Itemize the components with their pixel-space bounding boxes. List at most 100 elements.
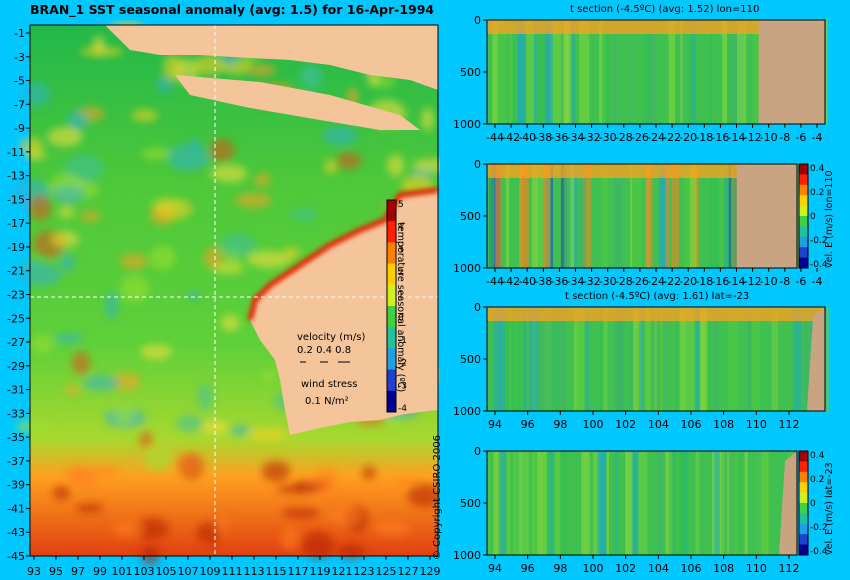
- map-title: BRAN_1 SST seasonal anomaly (avg: 1.5) f…: [30, 2, 435, 17]
- colorbar-tick: 3: [398, 245, 404, 255]
- section-band: [671, 164, 680, 268]
- map-lon-axis: 93 95 97 99 101 103 105 107 109 111 113 115 117 119 12…: [27, 556, 440, 578]
- anomaly-blob: [28, 195, 52, 221]
- section-band: [714, 451, 725, 555]
- anomaly-blob: [140, 147, 172, 161]
- temperature-section-lat-23: 0 500 1000 94 96 98 100 102 104 106 108 110 112: [453, 301, 830, 431]
- section-band: [487, 451, 491, 555]
- anomaly-blob: [30, 334, 55, 354]
- anomaly-blob: [174, 453, 204, 474]
- section-band: [679, 451, 689, 555]
- lon-tick-label: 127: [398, 565, 419, 578]
- colorbar-tick: 1: [398, 291, 404, 301]
- x-tick-label: -4: [812, 275, 823, 288]
- colorbar-segment: [799, 523, 808, 535]
- anomaly-blob: [134, 517, 169, 540]
- section-band: [709, 164, 719, 268]
- lon-tick-label: 95: [49, 565, 63, 578]
- section-band: [538, 20, 545, 124]
- anomaly-blob: [387, 154, 405, 177]
- colorbar-segment: [799, 482, 808, 494]
- section-band: [568, 20, 575, 124]
- anomaly-blob: [282, 507, 320, 519]
- anomaly-blob: [52, 485, 71, 500]
- section-band: [803, 307, 810, 411]
- section-band: [644, 20, 650, 124]
- section-band: [560, 20, 564, 124]
- x-tick-label: -40: [518, 275, 536, 288]
- anomaly-blob: [407, 483, 440, 508]
- x-tick-label: -16: [711, 275, 729, 288]
- lon-tick-label: 115: [266, 565, 287, 578]
- section-band: [689, 164, 697, 268]
- colorbar-segment: [799, 216, 808, 227]
- section-band: [614, 307, 621, 411]
- anomaly-blob: [194, 54, 225, 76]
- x-tick-label: -20: [679, 131, 697, 144]
- x-tick-label: -28: [615, 275, 633, 288]
- colorbar-segment: [387, 221, 396, 243]
- land-asia: [105, 25, 438, 90]
- colorbar-segment: [799, 461, 808, 473]
- lat-tick-label: -37: [7, 455, 25, 468]
- anomaly-blob: [18, 263, 62, 287]
- x-tick-label: -44: [486, 275, 504, 288]
- anomaly-blob: [53, 184, 86, 204]
- depth-tick-label: 1000: [453, 405, 481, 418]
- section-colorbar-label: vel. E (m/s) lon=110: [824, 170, 835, 268]
- anomaly-blob: [305, 476, 337, 500]
- anomaly-blob: [187, 291, 201, 301]
- section-band: [638, 451, 648, 555]
- section-band: [534, 164, 544, 268]
- section-band: [599, 307, 603, 411]
- section-band: [555, 451, 561, 555]
- colorbar-segment: [799, 236, 808, 248]
- section-band: [675, 307, 684, 411]
- section-band: [658, 164, 669, 268]
- x-tick-label: 112: [779, 562, 800, 575]
- section-band: [603, 307, 608, 411]
- anomaly-blob: [209, 138, 235, 162]
- section-band: [541, 307, 552, 411]
- wind-stress-label: wind stress: [301, 379, 357, 390]
- anomaly-blob: [283, 247, 301, 259]
- section-band: [756, 451, 766, 555]
- lat-tick-label: -1: [14, 27, 25, 40]
- section-band: [647, 164, 653, 268]
- surface-layer: [487, 164, 797, 178]
- colorbar-tick: -1: [398, 336, 407, 346]
- anomaly-blob: [21, 82, 51, 106]
- section-band: [521, 164, 527, 268]
- section-band: [520, 451, 530, 555]
- section-band: [630, 451, 639, 555]
- section-band: [632, 307, 642, 411]
- anomaly-blob: [51, 231, 79, 248]
- x-tick-label: 102: [615, 418, 636, 431]
- section-band: [709, 20, 713, 124]
- anomaly-blob: [276, 484, 320, 494]
- anomaly-blob: [219, 232, 257, 257]
- map-colorbar: 5 4 3 2 1 0 -1 -2 -3 -4: [386, 199, 407, 414]
- lat-tick-label: -11: [7, 146, 25, 159]
- x-tick-label: 110: [746, 562, 767, 575]
- section-band: [487, 164, 494, 268]
- x-tick-label: 108: [713, 418, 734, 431]
- velocity-values: 0.2 0.4 0.8: [297, 345, 351, 356]
- depth-tick-label: 500: [460, 353, 481, 366]
- section-band: [581, 451, 590, 555]
- x-tick-label: -42: [502, 131, 520, 144]
- section-band: [529, 307, 539, 411]
- anomaly-blob: [67, 110, 89, 131]
- temperature-section-lon-110: 05001000-44-42-40-38-36-34-32-30-28-26-2…: [453, 14, 828, 144]
- lat-tick-label: -35: [7, 431, 25, 444]
- section-band: [638, 307, 645, 411]
- section-land: [758, 20, 825, 124]
- section-band: [544, 164, 547, 268]
- colorbar-tick: -0.4: [810, 260, 828, 270]
- section-band: [744, 451, 748, 555]
- x-tick-label: -18: [695, 131, 713, 144]
- colorbar-tick: 0.2: [810, 475, 824, 485]
- x-tick-label: -20: [679, 275, 697, 288]
- x-tick-label: 110: [746, 418, 767, 431]
- x-tick-label: -4: [812, 131, 823, 144]
